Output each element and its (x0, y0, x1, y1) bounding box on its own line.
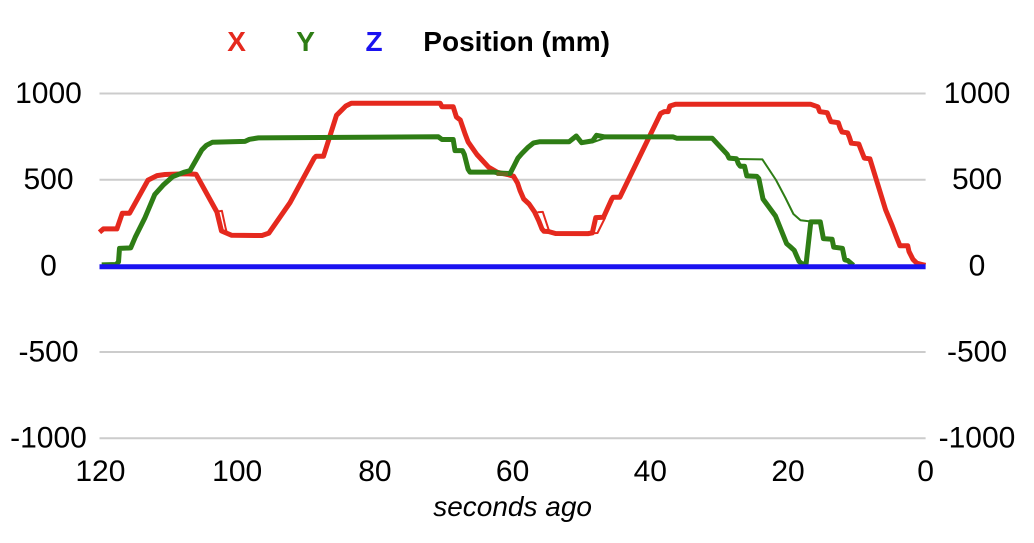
svg-text:100: 100 (212, 455, 262, 488)
svg-text:20: 20 (771, 455, 804, 488)
svg-text:-1000: -1000 (10, 422, 87, 455)
svg-text:0: 0 (917, 455, 934, 488)
svg-text:40: 40 (634, 455, 667, 488)
svg-text:-1000: -1000 (939, 422, 1016, 455)
svg-text:Z: Z (365, 26, 382, 57)
svg-text:X: X (227, 26, 246, 57)
svg-text:120: 120 (75, 455, 125, 488)
svg-text:0: 0 (40, 250, 57, 283)
svg-text:0: 0 (969, 250, 986, 283)
svg-text:Y: Y (296, 26, 315, 57)
svg-text:1000: 1000 (944, 77, 1011, 110)
svg-text:-500: -500 (18, 335, 78, 368)
svg-text:seconds ago: seconds ago (433, 491, 592, 522)
svg-text:Position (mm): Position (mm) (423, 26, 610, 57)
svg-text:-500: -500 (947, 335, 1007, 368)
svg-text:1000: 1000 (15, 77, 82, 110)
svg-text:80: 80 (358, 455, 391, 488)
svg-text:500: 500 (23, 163, 73, 196)
svg-text:500: 500 (952, 163, 1002, 196)
svg-text:60: 60 (496, 455, 529, 488)
